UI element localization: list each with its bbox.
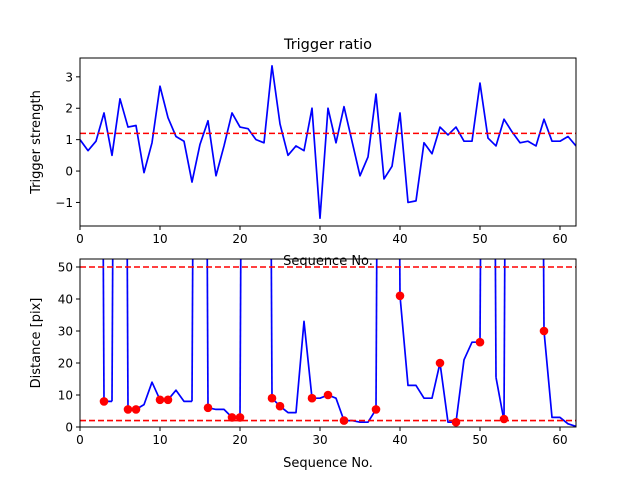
plot-area [80,65,576,219]
series-line-0 [80,65,576,219]
y-tick-label: 0 [65,421,73,435]
data-point-9 [275,401,285,411]
series-fall-57 [542,259,545,332]
y-tick-label: 50 [58,261,73,275]
x-tick-label: 0 [76,232,84,246]
y-tick-label: 2 [65,102,73,116]
x-tick-label: 60 [552,433,567,447]
data-point-11 [323,390,333,400]
series-fall-2 [102,259,105,402]
top-chart-xlabel: Sequence No. [283,254,373,269]
data-point-7 [235,413,245,422]
series-rise-37 [375,259,378,410]
x-tick-label: 20 [232,433,247,447]
top-chart: Trigger ratio Trigger strength Sequence … [29,37,577,269]
x-tick-label: 30 [312,433,327,447]
series-rise-50 [479,259,482,343]
x-tick-label: 60 [552,232,567,246]
series-rise-14 [191,259,194,402]
data-point-3 [155,395,165,405]
x-tick-label: 30 [312,232,327,246]
y-tick-label: 3 [65,70,73,84]
y-tick-label: 10 [58,389,73,403]
x-tick-label: 40 [392,433,407,447]
x-tick-label: 50 [472,232,487,246]
x-tick-label: 10 [152,232,167,246]
data-point-17 [475,337,485,347]
x-tick-label: 0 [76,433,84,447]
series-fall-23 [270,259,273,399]
data-point-1 [123,405,133,414]
series-fall-39 [398,259,401,296]
data-point-12 [339,416,349,425]
bottom-chart-ylabel: Distance [pix] [29,298,44,389]
bottom-chart: Distance [pix] Sequence No. 0 10 20 30 40 50 6… [29,258,577,471]
axes-frame [79,258,577,428]
y-tick-label: 20 [58,357,73,371]
series-rise-20 [239,259,242,418]
top-chart-ylabel: Trigger strength [29,90,44,195]
bottom-chart-xlabel: Sequence No. [283,456,373,471]
series-fall-5 [126,259,129,410]
y-tick-label: −1 [55,196,73,210]
data-point-16 [451,417,461,427]
data-point-18 [499,414,509,424]
data-point-10 [307,393,317,403]
y-tick-label: 30 [58,325,73,339]
data-point-6 [227,413,237,422]
data-point-5 [203,403,213,413]
series-fall-15 [206,259,209,408]
data-point-2 [131,405,141,414]
top-chart-title: Trigger ratio [283,37,372,53]
x-tick-label: 40 [392,232,407,246]
data-point-15 [435,358,445,368]
series-rise-4 [111,259,114,402]
data-point-0 [99,397,109,406]
x-tick-label: 50 [472,433,487,447]
y-tick-label: 40 [58,293,73,307]
series-rise-53 [503,259,506,421]
series-fall-51 [494,259,497,378]
x-tick-label: 10 [152,433,167,447]
data-point-8 [267,393,277,403]
y-tick-label: 0 [65,165,73,179]
axes-frame [79,57,577,227]
data-point-4 [163,395,173,405]
y-tick-label: 1 [65,133,73,147]
x-tick-label: 20 [232,232,247,246]
data-point-13 [371,405,381,414]
data-point-14 [395,291,405,301]
plot-area [80,259,576,427]
data-point-19 [539,326,549,336]
